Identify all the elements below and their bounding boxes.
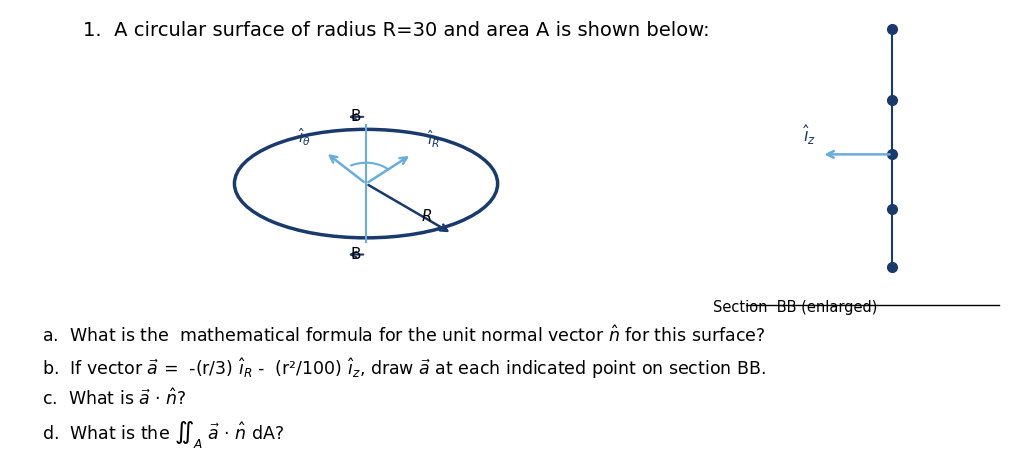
Text: a.  What is the  mathematical formula for the unit normal vector $\hat{n}$ for t: a. What is the mathematical formula for … xyxy=(42,325,765,346)
Text: $\hat{\imath}_\theta$: $\hat{\imath}_\theta$ xyxy=(298,126,310,148)
Text: c.  What is $\vec{a}$ · $\hat{n}$?: c. What is $\vec{a}$ · $\hat{n}$? xyxy=(42,388,187,409)
Text: B: B xyxy=(350,109,361,124)
Text: $\hat{\imath}_z$: $\hat{\imath}_z$ xyxy=(804,124,816,148)
Text: Section  BB (enlarged): Section BB (enlarged) xyxy=(713,301,878,315)
Text: B: B xyxy=(350,247,361,262)
Text: d.  What is the $\iint_A$ $\vec{a}$ · $\hat{n}$ dA?: d. What is the $\iint_A$ $\vec{a}$ · $\h… xyxy=(42,419,285,450)
Text: b.  If vector $\vec{a}$ =  -(r/3) $\hat{\imath}_R$ -  (r²/100) $\hat{\imath}_z$,: b. If vector $\vec{a}$ = -(r/3) $\hat{\i… xyxy=(42,357,766,382)
Text: $\hat{\imath}_R$: $\hat{\imath}_R$ xyxy=(427,129,439,150)
Text: 1.  A circular surface of radius R=30 and area A is shown below:: 1. A circular surface of radius R=30 and… xyxy=(83,21,710,40)
Text: R: R xyxy=(422,210,432,225)
